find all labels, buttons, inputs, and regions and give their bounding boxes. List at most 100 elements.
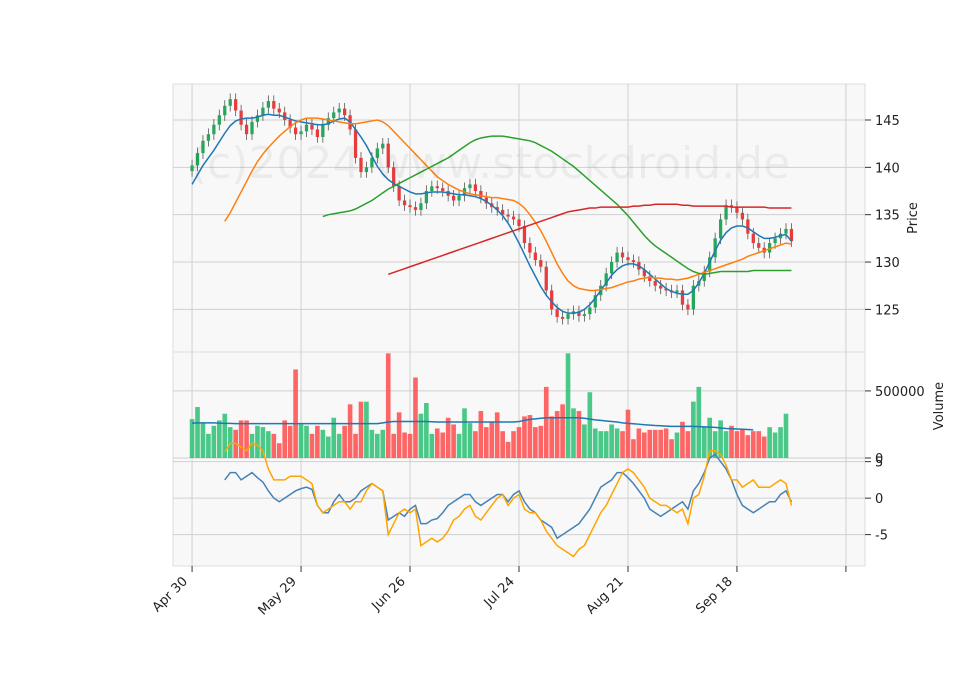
- volume-bar: [505, 441, 511, 458]
- candle-body: [724, 205, 728, 220]
- candle-body: [751, 233, 755, 244]
- candle-body: [506, 214, 510, 217]
- candle-body: [430, 186, 434, 192]
- volume-bar: [293, 369, 298, 458]
- candle-body: [402, 200, 407, 206]
- candle-body: [675, 290, 679, 293]
- candle-body: [359, 157, 363, 173]
- candle-body: [326, 118, 330, 125]
- volume-bar: [734, 431, 740, 458]
- volume-bar: [565, 353, 571, 458]
- volume-bar: [424, 402, 429, 458]
- volume-bar: [767, 427, 772, 458]
- volume-bar: [276, 443, 282, 458]
- volume-bar: [473, 431, 478, 458]
- candle-body: [740, 212, 745, 220]
- watermark: (c)2024 www.stockdroid.de: [190, 138, 790, 189]
- volume-bar: [500, 431, 505, 458]
- volume-bar: [478, 411, 484, 458]
- y-tick-label: 125: [875, 303, 900, 318]
- volume-bar: [315, 425, 320, 458]
- candle-body: [631, 260, 636, 263]
- volume-bar: [402, 432, 407, 458]
- candle-body: [648, 276, 652, 281]
- volume-bar: [625, 409, 631, 458]
- candle-body: [566, 314, 570, 319]
- y-tick-label: -5: [875, 529, 888, 544]
- candle-body: [680, 290, 685, 305]
- x-tick-label: Apr 30: [150, 574, 191, 615]
- candle-body: [250, 121, 254, 135]
- volume-bar: [652, 429, 658, 458]
- candle-body: [768, 243, 772, 253]
- volume-bar: [445, 417, 451, 458]
- volume-bar: [549, 416, 555, 458]
- grid-lines: [173, 84, 865, 566]
- candle-body: [234, 99, 238, 111]
- volume-bar: [620, 431, 625, 458]
- volume-bar: [342, 425, 347, 458]
- candle-body: [653, 280, 657, 286]
- x-tick-label: Aug 21: [584, 574, 627, 617]
- volume-bar: [375, 433, 380, 458]
- candle-body: [729, 205, 734, 208]
- candle-body: [435, 186, 439, 189]
- volume-bar: [391, 433, 396, 458]
- candle-body: [299, 131, 303, 135]
- y-tick-label: 130: [875, 256, 900, 271]
- volume-bar: [369, 429, 375, 458]
- candle-body: [293, 127, 298, 135]
- price-axis-label: Price: [906, 202, 921, 234]
- volume-bar: [211, 425, 217, 458]
- candle-body: [239, 110, 243, 125]
- candle-body: [473, 184, 478, 192]
- volume-bar: [603, 431, 609, 458]
- volume-bar: [756, 431, 762, 458]
- candle-body: [626, 257, 630, 261]
- candle-body: [413, 207, 418, 210]
- price-moving-average-line: [387, 203, 792, 276]
- volume-bar: [707, 417, 713, 458]
- candle-body: [337, 108, 341, 113]
- candle-body: [593, 295, 597, 308]
- volume-bar: [494, 412, 500, 458]
- volume-bar: [358, 401, 364, 458]
- candle-body: [441, 188, 445, 192]
- candle-body: [691, 285, 695, 310]
- volume-bar: [462, 408, 467, 458]
- candle-body: [457, 195, 461, 201]
- price-moving-average-line: [191, 113, 793, 314]
- candle-body: [642, 269, 646, 277]
- volume-bar: [614, 428, 620, 458]
- volume-bar: [266, 431, 271, 458]
- volume-bar: [282, 420, 288, 458]
- volume-bar: [783, 413, 789, 458]
- candle-body: [686, 304, 690, 310]
- volume-bar: [353, 433, 358, 458]
- candle-body: [484, 197, 488, 204]
- candle-body: [501, 209, 505, 215]
- candle-body: [468, 184, 472, 189]
- volume-bar: [244, 420, 249, 458]
- candle-body: [408, 205, 412, 208]
- candle-body: [228, 99, 232, 106]
- volume-bar: [511, 431, 516, 458]
- volume-bar: [440, 432, 446, 458]
- candle-body: [392, 167, 396, 187]
- candle-body: [511, 216, 516, 220]
- candle-body: [310, 124, 314, 130]
- volume-bar: [691, 401, 696, 458]
- candle-body: [550, 290, 554, 310]
- candle-body: [244, 124, 249, 135]
- candle-body: [255, 115, 260, 122]
- volume-bar: [538, 425, 544, 458]
- x-tick-label: Jul 24: [481, 574, 518, 611]
- candle-body: [789, 228, 794, 242]
- volume-bar: [696, 386, 702, 458]
- candle-body: [544, 266, 548, 291]
- oscillator-line: [224, 442, 793, 558]
- volume-bar: [456, 433, 462, 458]
- candle-body: [424, 191, 429, 204]
- x-tick-label: Jun 26: [369, 574, 409, 614]
